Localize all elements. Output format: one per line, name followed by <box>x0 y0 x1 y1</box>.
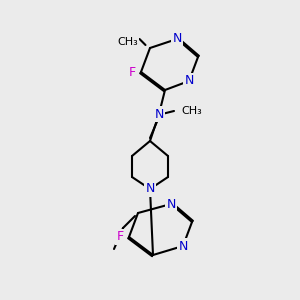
Text: N: N <box>184 74 194 88</box>
Text: CH₃: CH₃ <box>182 106 202 116</box>
Text: N: N <box>166 197 176 211</box>
Text: F: F <box>116 230 124 244</box>
Text: N: N <box>172 32 182 46</box>
Text: N: N <box>178 239 188 253</box>
Text: F: F <box>128 65 136 79</box>
Text: N: N <box>145 182 155 196</box>
Text: CH₃: CH₃ <box>117 37 138 47</box>
Text: N: N <box>154 107 164 121</box>
